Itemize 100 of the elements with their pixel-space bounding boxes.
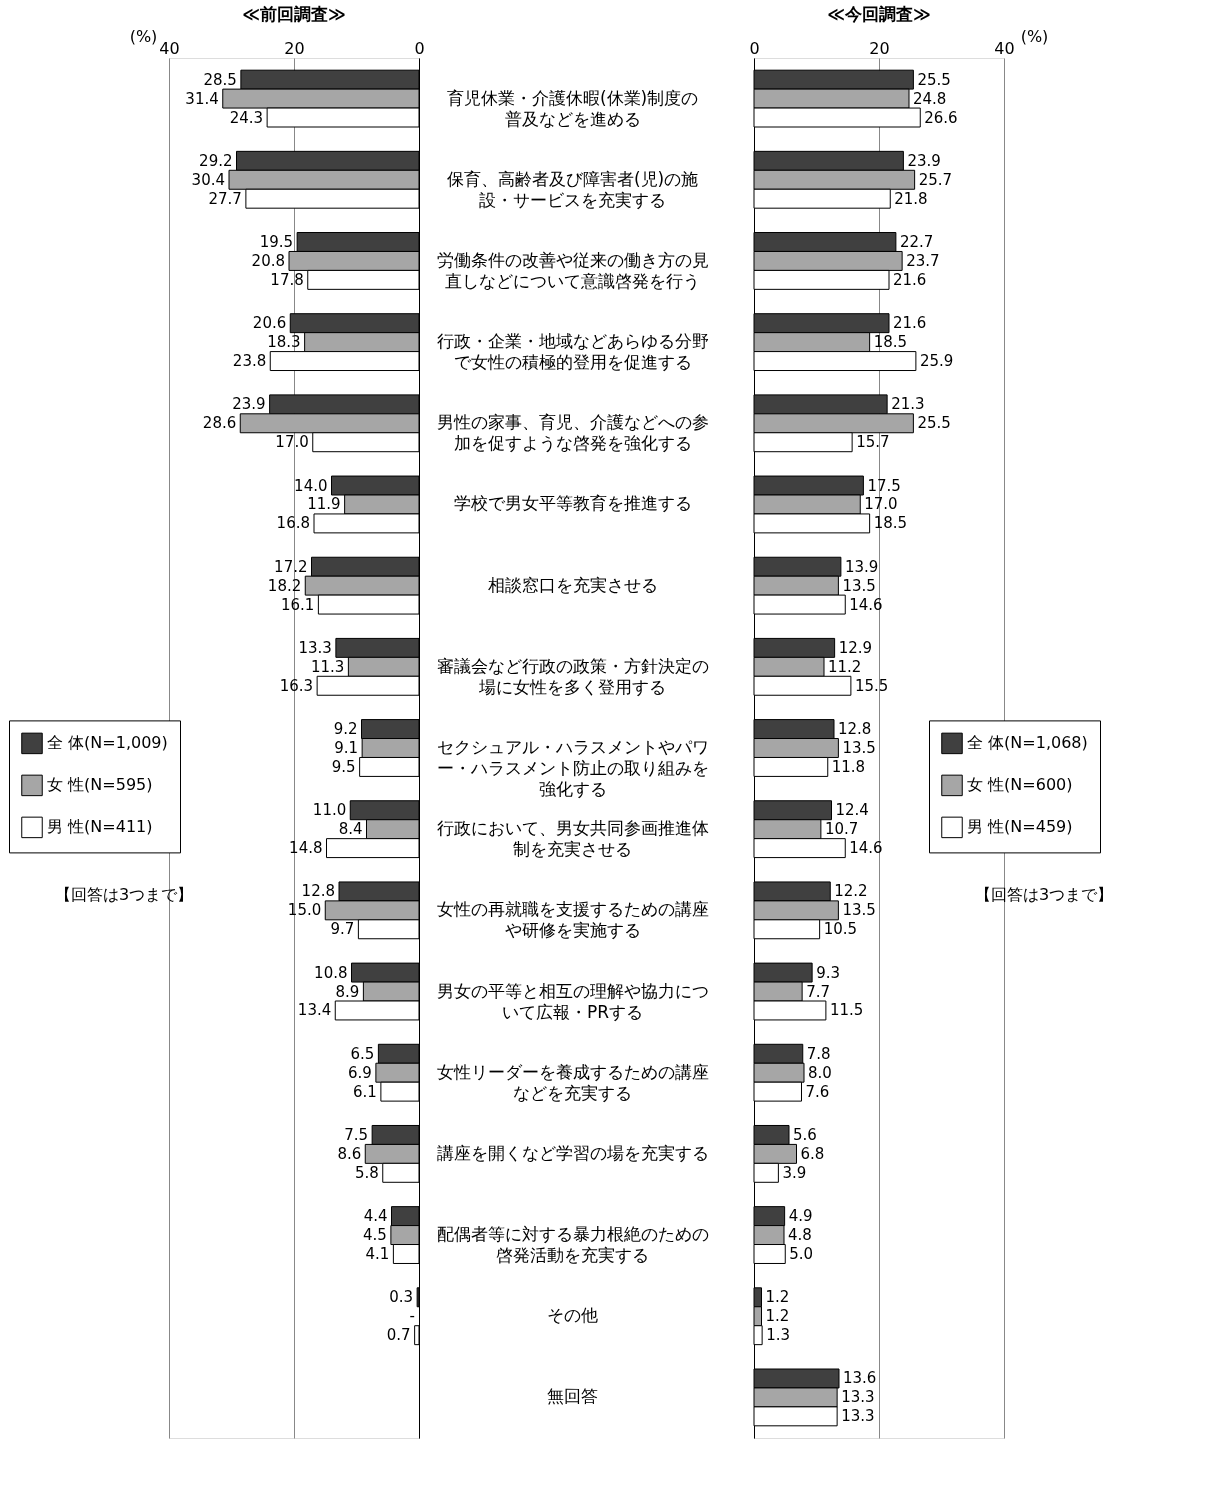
data-label: 24.3 (229, 108, 264, 127)
data-label: 18.3 (267, 333, 301, 352)
data-label: 18.5 (873, 514, 908, 533)
data-label: 12.2 (834, 882, 868, 901)
data-label: 4.1 (365, 1245, 390, 1263)
data-label: 20.8 (251, 251, 285, 270)
data-label: 16.8 (276, 514, 310, 533)
data-label: 19.5 (259, 233, 294, 251)
legend-label: 女 性(N=595) (47, 775, 153, 795)
y-tick-label: 審議会など行政の政策・方針決定の場に女性を多く登用する (436, 655, 709, 697)
legend-label: 女 性(N=600) (967, 775, 1073, 795)
data-label: 17.2 (274, 557, 308, 576)
data-label: 6.9 (348, 1063, 372, 1082)
data-label: 7.7 (806, 982, 830, 1001)
y-tick-label: 女性の再就職を支援するための講座や研修を実施する (436, 899, 709, 941)
data-label: 13.5 (842, 739, 876, 757)
data-label: 9.5 (331, 757, 356, 776)
data-label: 23.9 (232, 395, 266, 414)
y-tick-label: 男性の家事、育児、介護などへの参加を促すような啓発を強化する (436, 412, 709, 454)
y-tick-label: 配偶者等に対する暴力根絶のための啓発活動を充実する (436, 1224, 709, 1266)
x-tick-label: 40 (159, 38, 180, 58)
data-label: 16.3 (279, 676, 314, 695)
y-tick-label: 育児休業・介護休暇(休業)制度の普及などを進める (446, 87, 699, 129)
data-label: 9.1 (334, 739, 359, 757)
y-tick-label: 学校で男女平等教育を推進する (453, 493, 692, 514)
data-label: 11.5 (829, 1001, 864, 1020)
data-label: 23.7 (906, 251, 940, 270)
y-tick-label: 行政において、男女共同参画推進体制を充実させる (436, 818, 709, 860)
data-label: 23.9 (907, 151, 941, 170)
data-label: 16.1 (280, 595, 315, 614)
legend-label: 男 性(N=411) (47, 817, 153, 837)
data-label: 14.6 (849, 595, 883, 614)
data-label: 14.8 (289, 839, 323, 858)
annotation: 【回答は3つまで】 (54, 885, 194, 905)
x-tick-label: 0 (414, 38, 425, 58)
data-label: 9.7 (330, 920, 355, 939)
data-label: 11.8 (831, 757, 866, 776)
data-label: 13.4 (297, 1001, 332, 1020)
data-label: 15.7 (856, 433, 890, 452)
data-label: 13.3 (841, 1407, 875, 1426)
data-label: 8.4 (338, 820, 363, 839)
data-label: 12.4 (835, 801, 869, 820)
text: - (409, 1307, 415, 1326)
data-label: 17.5 (867, 476, 901, 495)
data-label: 9.2 (333, 720, 358, 739)
data-label: 13.3 (841, 1388, 875, 1407)
y-tick-label: その他 (547, 1305, 598, 1326)
data-label: 14.6 (849, 839, 883, 858)
data-label: 11.3 (310, 657, 345, 676)
data-label: 8.6 (337, 1144, 362, 1163)
y-tick-label: 女性リーダーを養成するための講座などを充実する (436, 1061, 709, 1103)
data-label: 8.0 (808, 1063, 832, 1082)
data-label: 24.8 (913, 89, 947, 108)
data-label: 14.0 (294, 476, 328, 495)
y-tick-label: 労働条件の改善や従来の働き方の見直しなどについて意識啓発を行う (436, 249, 709, 291)
data-label: 29.2 (199, 151, 233, 170)
data-label: 10.8 (314, 963, 348, 982)
data-label: 1.2 (765, 1307, 790, 1326)
data-label: 6.8 (800, 1144, 825, 1163)
x-tick-label: 40 (994, 38, 1015, 58)
data-label: 15.5 (854, 676, 889, 695)
data-label: 13.3 (298, 638, 332, 657)
data-label: 5.0 (789, 1245, 814, 1263)
data-label: 28.6 (202, 414, 237, 433)
data-label: 25.7 (918, 170, 953, 189)
data-label: 31.4 (185, 89, 219, 108)
data-label: 25.9 (919, 352, 954, 371)
data-label: 13.6 (843, 1369, 877, 1388)
data-label: 8.9 (335, 982, 360, 1001)
data-label: 13.5 (842, 901, 876, 920)
data-label: 21.8 (894, 189, 928, 208)
data-label: 0.3 (389, 1288, 414, 1307)
data-label: 21.6 (893, 270, 927, 289)
data-label: 28.5 (203, 70, 237, 89)
data-label: 6.5 (350, 1044, 375, 1063)
legend-label: 全 体(N=1,009) (47, 733, 168, 753)
data-label: 25.5 (917, 414, 951, 433)
data-label: 7.6 (805, 1082, 830, 1101)
data-label: 25.5 (917, 70, 951, 89)
annotation: 【回答は3つまで】 (974, 885, 1114, 905)
data-label: 4.5 (363, 1226, 387, 1245)
y-tick-label: 無回答 (547, 1386, 598, 1407)
data-label: 15.0 (287, 901, 322, 920)
data-label: 27.7 (208, 189, 242, 208)
y-tick-label: 相談窓口を充実させる (487, 574, 658, 595)
data-label: 11.0 (312, 801, 347, 820)
data-label: 23.8 (232, 352, 267, 371)
data-label: 6.1 (353, 1082, 377, 1101)
data-label: 21.3 (891, 395, 925, 414)
data-label: 20.6 (252, 314, 287, 333)
y-tick-label: 男女の平等と相互の理解や協力について広報・PRする (436, 980, 709, 1022)
y-tick-label: セクシュアル・ハラスメントやパワー・ハラスメント防止の取り組みを強化する (436, 737, 709, 799)
data-label: 11.9 (307, 495, 341, 514)
data-label: 18.2 (267, 576, 302, 595)
y-tick-label: 行政・企業・地域などあらゆる分野で女性の積極的登用を促進する (436, 331, 709, 373)
data-label: 7.5 (344, 1125, 369, 1144)
data-label: 12.8 (301, 882, 335, 901)
chart-title: ≪前回調査≫ (242, 4, 346, 24)
data-label: 1.2 (765, 1288, 790, 1307)
data-label: 1.3 (766, 1326, 790, 1345)
